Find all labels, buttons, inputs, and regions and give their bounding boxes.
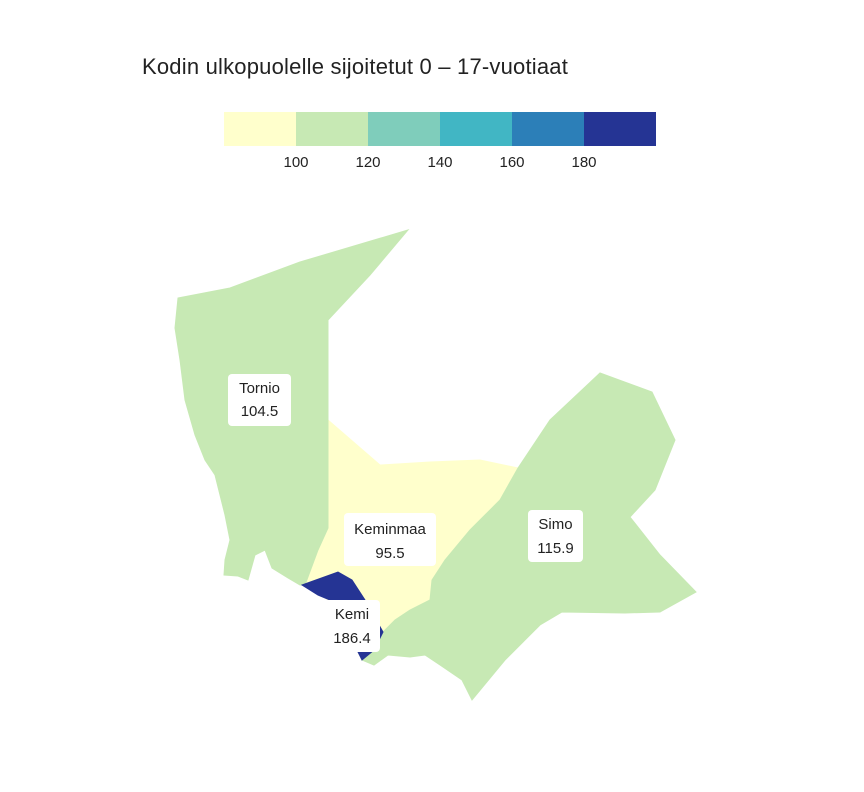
- legend-bin-5: [512, 112, 584, 146]
- legend-tick: 100: [283, 154, 309, 171]
- region-value-keminmaa: 95.5: [375, 545, 404, 562]
- legend-tick: 180: [571, 154, 597, 171]
- legend-bin-4: [440, 112, 512, 146]
- label-keminmaa: Keminmaa 95.5: [344, 513, 436, 566]
- legend-tick: 120: [355, 154, 381, 171]
- legend-tick: 160: [499, 154, 525, 171]
- legend-tick: 140: [427, 154, 453, 171]
- region-name-kemi: Kemi: [335, 606, 369, 623]
- legend-bin-3: [368, 112, 440, 146]
- region-value-simo: 115.9: [537, 540, 573, 557]
- region-value-tornio: 104.5: [241, 403, 279, 420]
- label-simo: Simo 115.9: [528, 510, 583, 562]
- legend-bin-6: [584, 112, 656, 146]
- legend-bin-1: [224, 112, 296, 146]
- color-legend: 100 120 140 160 180: [224, 112, 656, 182]
- map-title: Kodin ulkopuolelle sijoitetut 0 – 17-vuo…: [142, 54, 569, 79]
- region-value-kemi: 186.4: [333, 630, 371, 647]
- legend-bin-2: [296, 112, 368, 146]
- region-name-tornio: Tornio: [239, 380, 280, 397]
- region-name-simo: Simo: [538, 516, 572, 533]
- region-name-keminmaa: Keminmaa: [354, 521, 426, 538]
- region-tornio[interactable]: [174, 229, 410, 586]
- label-tornio: Tornio 104.5: [228, 374, 291, 426]
- label-kemi: Kemi 186.4: [324, 600, 380, 652]
